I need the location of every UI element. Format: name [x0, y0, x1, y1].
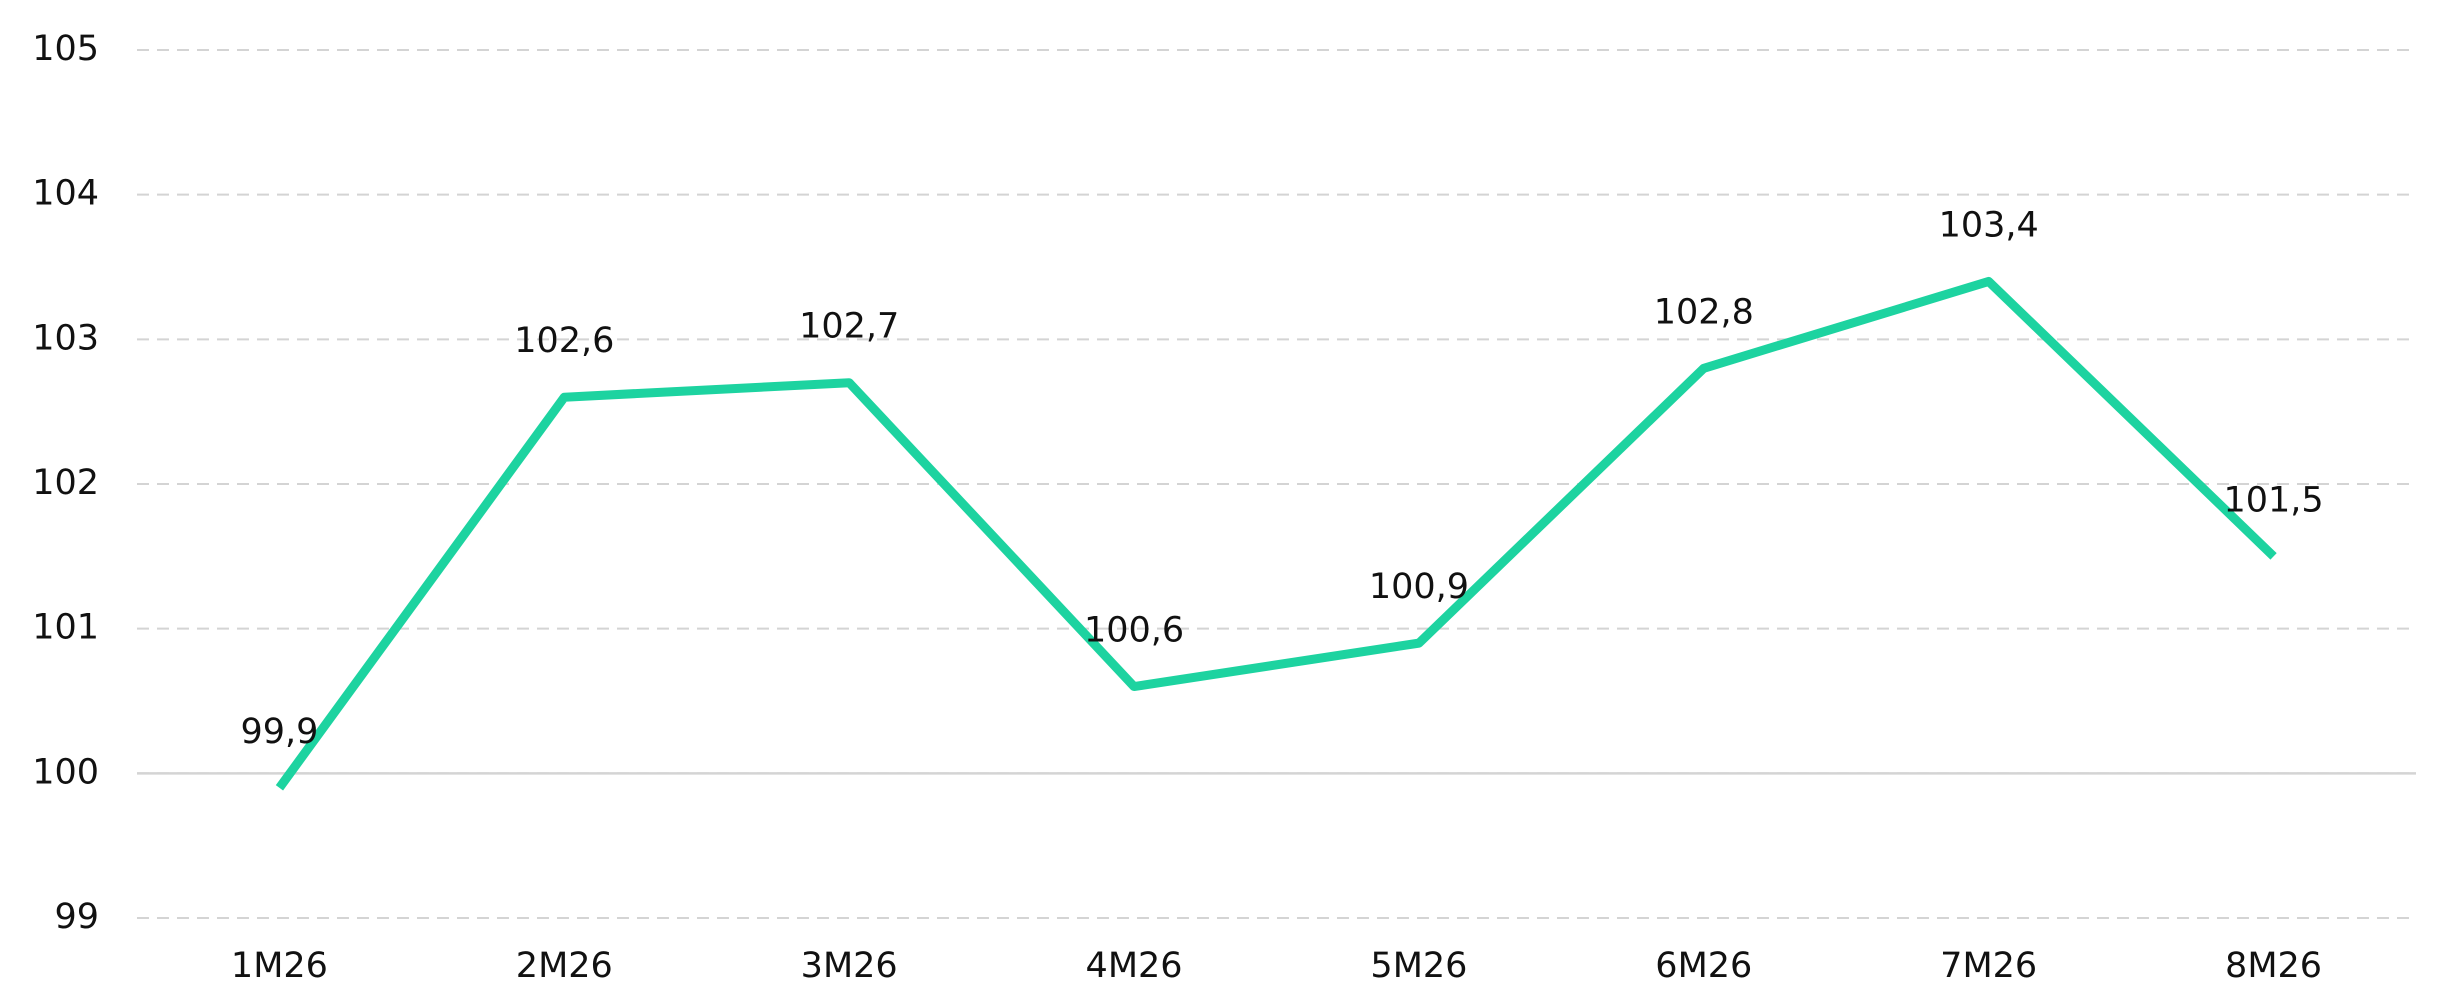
x-tick-label: 5M26 [1370, 946, 1467, 986]
data-label: 100,9 [1369, 567, 1469, 607]
x-tick-label: 3M26 [801, 946, 898, 986]
data-label: 100,6 [1084, 611, 1184, 651]
y-tick-label: 102 [32, 463, 99, 503]
line [275, 276, 2277, 791]
x-tick-label: 6M26 [1655, 946, 1752, 986]
y-tick-label: 100 [32, 752, 99, 792]
x-tick-label: 2M26 [516, 946, 613, 986]
data-label: 103,4 [1939, 205, 2039, 245]
y-tick-label: 103 [32, 318, 99, 358]
x-tick-label: 8M26 [2225, 946, 2322, 986]
data-label: 99,9 [240, 712, 318, 752]
y-tick-label: 104 [32, 174, 99, 214]
x-tick-label: 1M26 [231, 946, 328, 986]
data-label: 101,5 [2223, 480, 2323, 520]
y-tick-label: 105 [32, 29, 99, 69]
x-tick-label: 7M26 [1940, 946, 2037, 986]
x-tick-label: 4M26 [1086, 946, 1183, 986]
data-label: 102,6 [514, 321, 614, 361]
y-tick-label: 101 [32, 608, 99, 648]
y-tick-label: 99 [54, 897, 99, 937]
data-label: 102,7 [799, 307, 899, 347]
data-label: 102,8 [1654, 292, 1754, 332]
